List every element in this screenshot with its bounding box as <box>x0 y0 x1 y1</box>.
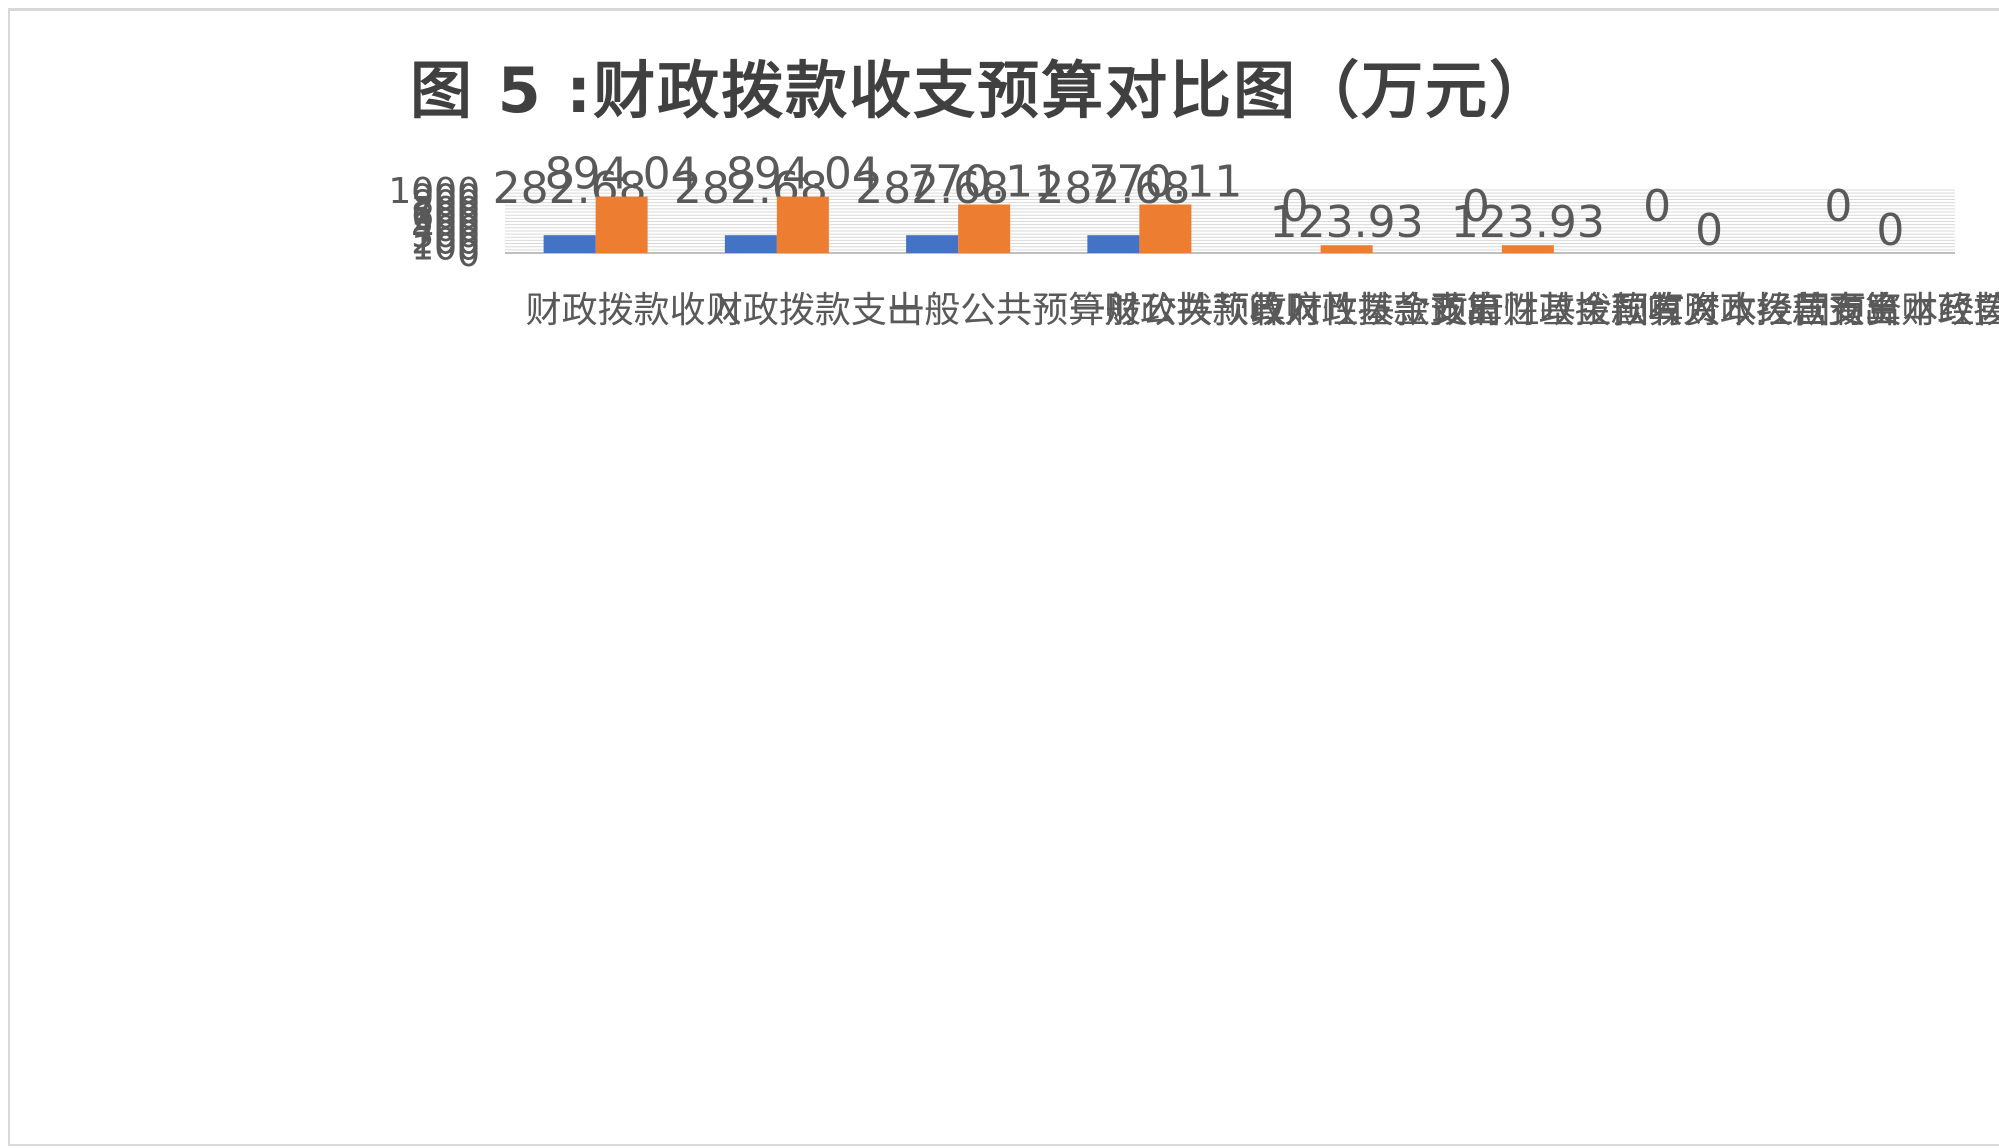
y-tick-label: 400 <box>411 209 480 250</box>
y-tick-label: 900 <box>411 177 480 218</box>
y-tick-label: 200 <box>411 221 480 262</box>
category-label: 一般公共预算财政拨款收入 <box>888 290 1320 331</box>
y-tick-label: 100 <box>411 228 480 269</box>
bar <box>724 235 777 253</box>
data-label: 0 <box>1695 205 1723 256</box>
data-label: 123.93 <box>1451 197 1605 248</box>
data-label: 770.11 <box>1088 156 1242 207</box>
bar <box>1320 245 1373 253</box>
bar <box>595 196 648 253</box>
y-tick-label: 700 <box>411 190 480 231</box>
chart-title: 图 5 :财政拨款收支预算对比图（万元） <box>410 54 1554 127</box>
bar <box>1139 204 1192 253</box>
category-label: 一般公共预算财政拨款支出 <box>1069 290 1501 331</box>
category-label: 国有资本经营预算财政拨款收入 <box>1613 290 1999 331</box>
chart-frame <box>8 8 1999 1146</box>
bar <box>543 235 596 253</box>
category-label: 政府性基金预算财政拨款收入 <box>1251 290 1719 331</box>
bar <box>776 196 829 253</box>
bar <box>1501 245 1554 253</box>
data-label: 0 <box>1643 181 1671 232</box>
data-label: 123.93 <box>1270 197 1424 248</box>
y-tick-label: 500 <box>411 203 480 244</box>
data-label: 894.04 <box>726 149 880 200</box>
y-tick-label: 300 <box>411 215 480 256</box>
bar <box>958 204 1011 253</box>
category-label: 国有资本经营预算财政拨款支出 <box>1794 290 1999 331</box>
category-label: 财政拨款收入 <box>526 290 742 331</box>
data-label: 0 <box>1281 181 1309 232</box>
data-label: 0 <box>1876 205 1904 256</box>
y-tick-label: 1000 <box>388 171 480 212</box>
data-label: 894.04 <box>545 149 699 200</box>
data-label: 0 <box>1824 181 1852 232</box>
data-label: 770.11 <box>907 156 1061 207</box>
y-tick-label: 600 <box>411 196 480 237</box>
data-label: 0 <box>1462 181 1490 232</box>
category-label: 政府性基金预算财政拨款支出 <box>1432 290 1900 331</box>
bar <box>906 235 959 253</box>
bar <box>1087 235 1140 253</box>
category-label: 财政拨款支出 <box>707 290 923 331</box>
y-tick-label: 0 <box>457 234 480 275</box>
y-tick-label: 800 <box>411 184 480 225</box>
